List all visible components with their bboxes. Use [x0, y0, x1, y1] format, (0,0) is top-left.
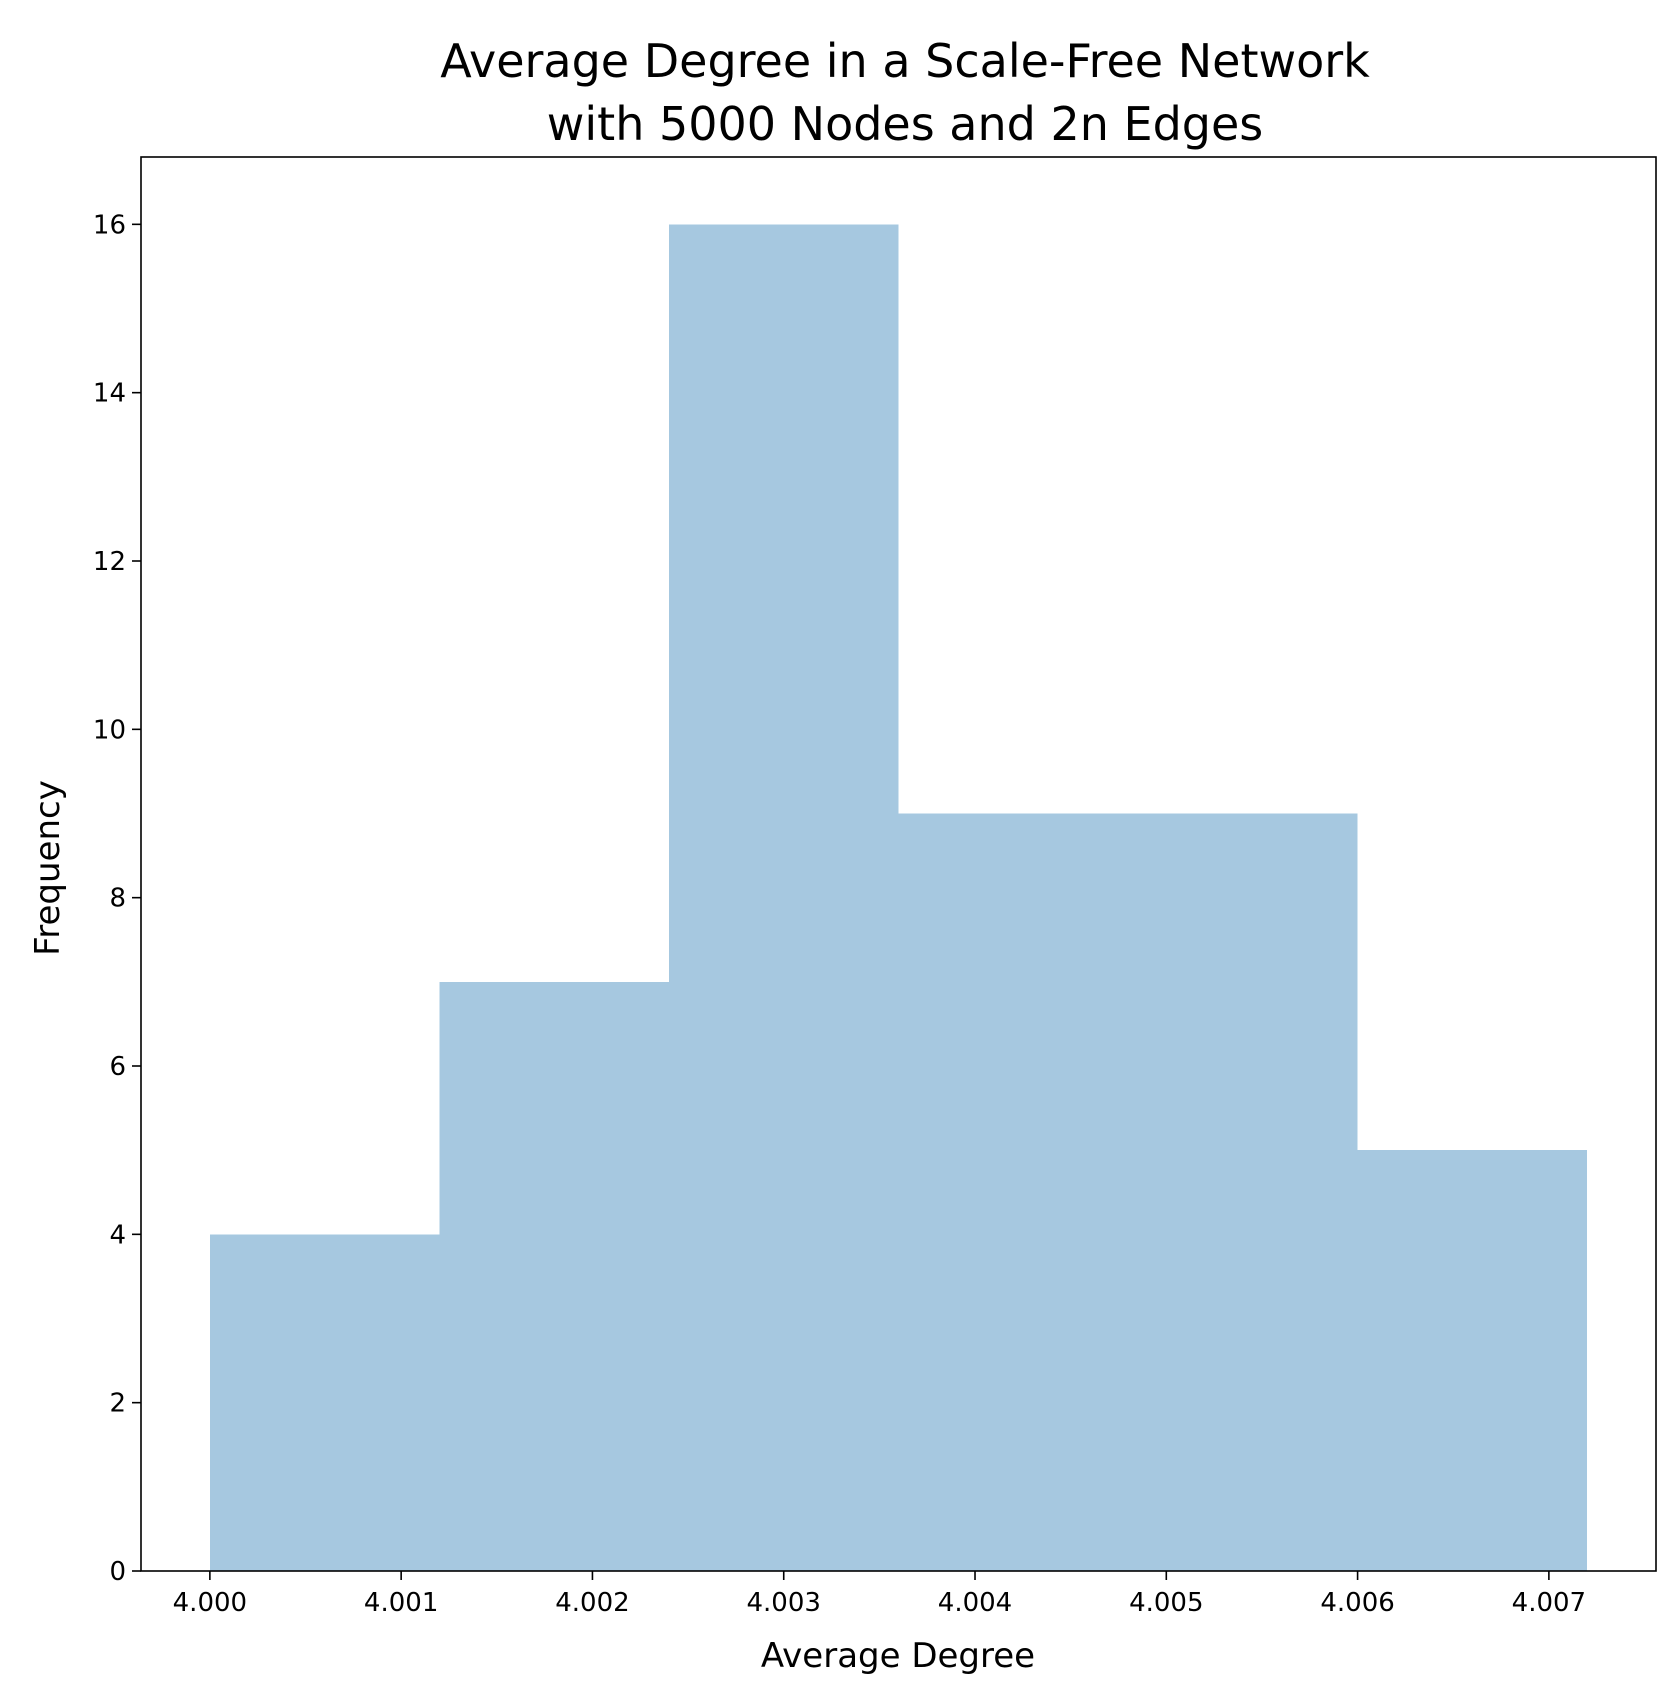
histogram-bar-5	[1128, 813, 1358, 1571]
x-axis-label: Average Degree	[761, 1636, 1035, 1676]
y-tick-label: 14	[93, 379, 126, 409]
x-tick-label: 4.001	[364, 1588, 438, 1618]
y-tick-label: 2	[109, 1389, 126, 1419]
y-tick-label: 8	[109, 884, 126, 914]
histogram-bar-4	[898, 813, 1129, 1571]
plot-area-frame	[140, 156, 1657, 1572]
y-tick-label: 12	[93, 547, 126, 577]
chart-title-line-1: Average Degree in a Scale-Free Network	[440, 34, 1370, 88]
x-axis-ticks: 4.000 4.001 4.002 4.003 4.004 4.005 4.006 4.007	[173, 1571, 1586, 1618]
x-tick-label: 4.004	[938, 1588, 1012, 1618]
x-tick-label: 4.005	[1129, 1588, 1203, 1618]
x-tick-label: 4.006	[1320, 1588, 1394, 1618]
x-tick-label: 4.002	[555, 1588, 629, 1618]
y-tick-label: 10	[93, 715, 126, 745]
histogram-bar-3	[668, 224, 899, 1571]
x-tick-label: 4.003	[747, 1588, 821, 1618]
y-tick-label: 0	[109, 1557, 126, 1587]
x-tick-label: 4.000	[173, 1588, 247, 1618]
y-axis-label: Frequency	[28, 780, 68, 956]
histogram-bar-1	[209, 1234, 440, 1571]
y-tick-label: 6	[109, 1052, 126, 1082]
x-tick-label: 4.007	[1512, 1588, 1586, 1618]
chart-title-line-2: with 5000 Nodes and 2n Edges	[547, 97, 1263, 151]
chart-title: Average Degree in a Scale-Free Network w…	[440, 34, 1370, 151]
histogram-bar-2	[439, 981, 669, 1571]
y-tick-label: 4	[109, 1220, 126, 1250]
y-tick-label: 16	[93, 210, 126, 240]
y-axis-ticks: 0 2 4 6 8 10 12 14 16	[93, 210, 141, 1587]
histogram-bars	[209, 224, 1588, 1571]
histogram-bar-6	[1357, 1150, 1588, 1571]
